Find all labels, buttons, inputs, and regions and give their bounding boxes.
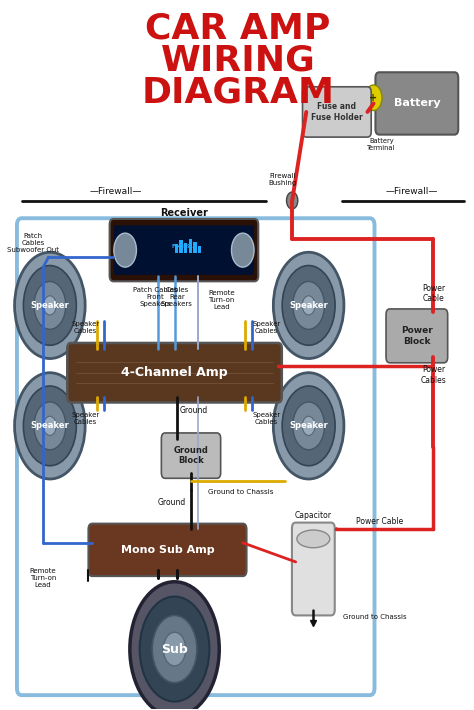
Circle shape [44,416,56,435]
Text: Fuse and
Fuse Holder: Fuse and Fuse Holder [311,102,363,121]
FancyBboxPatch shape [161,433,221,479]
Text: Power Cable: Power Cable [356,517,403,526]
Circle shape [34,281,66,329]
FancyBboxPatch shape [109,219,258,281]
Circle shape [140,596,210,701]
Text: Speaker
Cables: Speaker Cables [71,412,99,425]
FancyBboxPatch shape [386,309,447,363]
Text: Power
Block: Power Block [401,326,433,346]
Text: Speaker: Speaker [30,301,69,310]
Circle shape [302,416,315,435]
Text: DIAGRAM: DIAGRAM [142,75,335,109]
Circle shape [293,402,325,449]
Text: Ground to Chassis: Ground to Chassis [343,614,406,620]
Text: —Firewall—: —Firewall— [386,187,438,196]
Text: Remote
Turn-on
Lead: Remote Turn-on Lead [208,290,235,310]
Bar [174,244,178,253]
Bar [189,239,192,253]
FancyBboxPatch shape [292,523,335,616]
Text: Power
Cables: Power Cables [420,365,446,385]
Bar [198,246,201,253]
Text: CAR AMP: CAR AMP [146,11,331,45]
Text: Receiver: Receiver [160,208,208,218]
Circle shape [34,402,66,449]
Circle shape [164,632,186,666]
Text: Remote
Turn-on
Lead: Remote Turn-on Lead [29,568,56,588]
Circle shape [365,85,382,111]
Text: 4-Channel Amp: 4-Channel Amp [121,366,228,379]
Text: Ground to Chassis: Ground to Chassis [208,489,273,496]
Text: Speaker: Speaker [289,301,328,310]
Text: Capacitor: Capacitor [295,511,332,520]
Text: Ground: Ground [179,407,208,415]
Circle shape [273,252,344,359]
Circle shape [44,296,56,315]
Circle shape [302,296,315,315]
Text: Sub: Sub [161,643,188,655]
Circle shape [282,266,335,345]
FancyBboxPatch shape [302,87,371,137]
Circle shape [114,233,137,267]
Text: Mono Sub Amp: Mono Sub Amp [121,545,214,555]
Text: +: + [370,93,378,103]
Text: Cables
Rear
Speakers: Cables Rear Speakers [161,287,193,307]
Text: —Firewall—: —Firewall— [90,187,142,196]
Circle shape [293,281,325,329]
Circle shape [15,373,85,479]
Text: Speaker: Speaker [30,421,69,430]
FancyBboxPatch shape [375,72,458,135]
Text: Speaker
Cables: Speaker Cables [252,412,281,425]
FancyBboxPatch shape [67,343,282,403]
Text: Ground
Block: Ground Block [173,446,209,465]
Text: Speaker
Cables: Speaker Cables [71,321,99,334]
Text: Battery
Terminal: Battery Terminal [367,138,396,151]
Circle shape [15,252,85,359]
FancyBboxPatch shape [114,225,254,275]
Text: Battery: Battery [393,99,440,109]
Circle shape [273,373,344,479]
Text: FM 89.7: FM 89.7 [172,244,196,249]
Bar [193,241,197,253]
Text: Speaker: Speaker [289,421,328,430]
Bar [184,243,187,253]
Circle shape [23,266,76,345]
Text: Firewall
Bushing: Firewall Bushing [269,173,297,186]
Ellipse shape [297,530,330,547]
Circle shape [130,581,219,710]
Text: Patch Cables
Front
Speakers: Patch Cables Front Speakers [133,287,178,307]
Bar [179,240,182,253]
Text: Speaker
Cables: Speaker Cables [252,321,281,334]
Circle shape [23,386,76,466]
Circle shape [231,233,254,267]
FancyBboxPatch shape [89,524,246,576]
Circle shape [152,616,197,683]
Text: Patch
Cables
Subwoofer Out: Patch Cables Subwoofer Out [8,233,59,253]
Circle shape [286,192,298,209]
Circle shape [282,386,335,466]
Text: Power
Cable: Power Cable [422,284,445,303]
Text: WIRING: WIRING [161,43,315,77]
Text: Ground: Ground [157,498,185,507]
